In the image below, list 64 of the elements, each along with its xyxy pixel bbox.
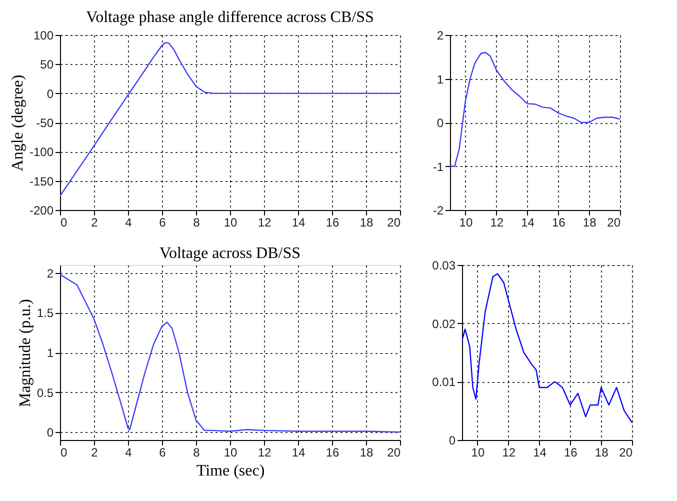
x-tick-label: 18 — [360, 216, 374, 230]
y-tick-label: -150 — [29, 174, 54, 188]
y-tick-label: 0.5 — [36, 386, 54, 400]
y-axis-title: Angle (degree) — [9, 74, 26, 172]
y-tick-label: -200 — [29, 204, 54, 218]
x-tick-label: 8 — [193, 216, 200, 230]
y-axis-title: Magnitude (p.u.) — [16, 299, 34, 407]
x-tick-label: 20 — [607, 216, 621, 230]
x-tick-label: 4 — [125, 216, 132, 230]
x-tick-label: 10 — [224, 446, 238, 460]
y-tick-label: 1 — [46, 346, 54, 360]
y-tick-label: 2 — [46, 266, 54, 280]
x-tick-label: 10 — [224, 216, 238, 230]
y-tick-label: 0 — [46, 86, 54, 101]
x-tick-label: 18 — [582, 216, 597, 230]
x-tick-label: 18 — [594, 446, 609, 460]
x-tick-label: 14 — [292, 216, 306, 230]
x-tick-label: 16 — [326, 216, 340, 230]
y-tick-label: 0.01 — [432, 375, 456, 390]
y-tick-label: 0 — [46, 426, 54, 440]
x-axis-title: Time (sec) — [196, 462, 265, 480]
y-tick-label: 0.03 — [432, 258, 456, 272]
x-tick-label: 16 — [564, 446, 578, 460]
x-tick-label: 4 — [125, 446, 132, 460]
y-tick-label: -50 — [36, 116, 54, 130]
x-tick-label: 20 — [619, 446, 633, 460]
x-tick-label: 0 — [60, 216, 68, 230]
x-tick-label: 0 — [60, 446, 68, 460]
line-series — [462, 273, 632, 424]
x-tick-label: 16 — [552, 216, 566, 230]
x-tick-label: 12 — [490, 216, 504, 230]
x-tick-label: 12 — [258, 446, 272, 460]
x-tick-label: 16 — [326, 446, 340, 460]
x-tick-label: 8 — [193, 446, 200, 460]
y-tick-label: 0 — [436, 116, 444, 130]
y-tick-label: -100 — [29, 145, 54, 160]
y-tick-label: 0 — [448, 434, 456, 448]
y-tick-label: 1.5 — [36, 306, 54, 320]
x-tick-label: 14 — [533, 446, 547, 460]
x-tick-label: 12 — [258, 216, 272, 230]
x-tick-label: 6 — [159, 216, 166, 230]
y-tick-label: -2 — [432, 204, 444, 218]
y-tick-label: -1 — [432, 160, 444, 174]
y-tick-label: 50 — [40, 58, 54, 72]
x-tick-label: 6 — [159, 446, 166, 460]
x-tick-label: 20 — [387, 216, 401, 230]
x-tick-label: 20 — [387, 446, 401, 460]
chart-title: Voltage phase angle difference across CB/SS — [86, 9, 374, 26]
x-tick-label: 2 — [91, 216, 98, 230]
chart-title: Voltage across DB/SS — [159, 245, 301, 262]
y-tick-label: 2 — [436, 28, 444, 42]
x-tick-label: 14 — [292, 446, 306, 460]
x-tick-label: 10 — [459, 216, 473, 230]
x-tick-label: 14 — [521, 216, 535, 230]
x-tick-label: 2 — [91, 446, 98, 460]
x-tick-label: 18 — [360, 446, 374, 460]
x-tick-label: 12 — [502, 446, 516, 460]
line-series — [60, 42, 400, 197]
y-tick-label: 100 — [33, 28, 54, 42]
line-series — [450, 52, 620, 167]
x-tick-label: 10 — [471, 446, 485, 460]
line-series — [60, 274, 400, 433]
y-tick-label: 1 — [436, 72, 444, 86]
y-tick-label: 0.02 — [432, 316, 456, 331]
